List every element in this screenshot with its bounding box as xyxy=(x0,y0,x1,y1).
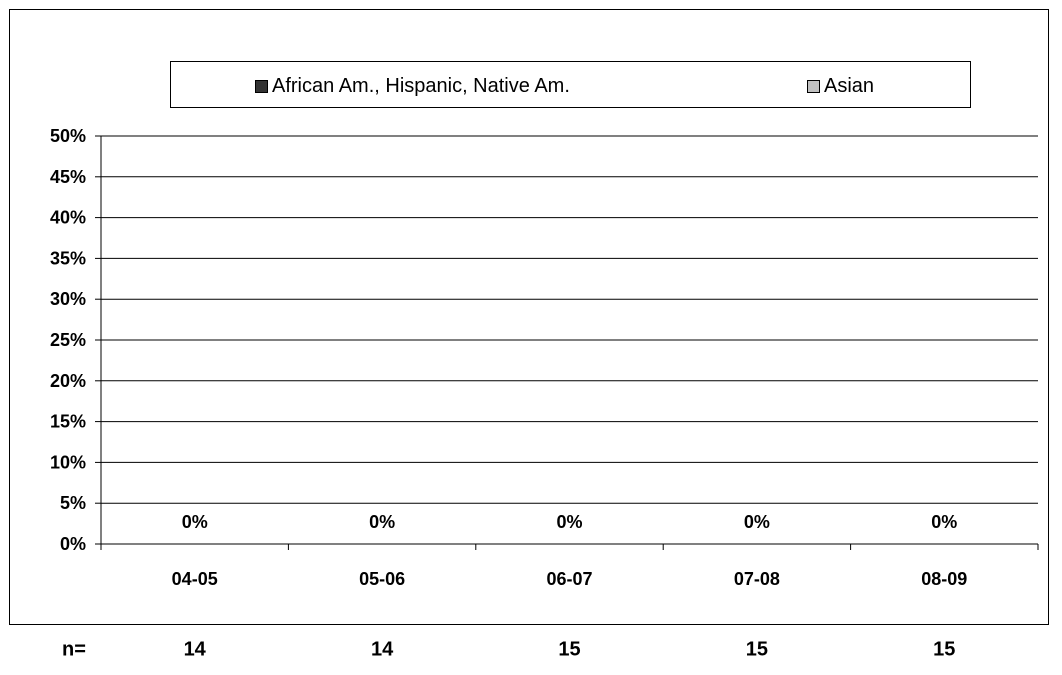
y-tick-label: 35% xyxy=(50,248,86,268)
data-label: 0% xyxy=(744,512,770,532)
n-value: 14 xyxy=(183,638,206,661)
legend-swatch xyxy=(255,80,268,93)
legend-label: Asian xyxy=(824,75,875,97)
y-tick-label: 5% xyxy=(60,493,86,513)
y-tick-label: 0% xyxy=(60,534,86,554)
chart-legend: African Am., Hispanic, Native Am. Asian xyxy=(170,61,971,108)
legend-label: African Am., Hispanic, Native Am. xyxy=(272,75,570,97)
y-tick-label: 40% xyxy=(50,208,86,228)
n-value: 15 xyxy=(933,638,956,661)
x-tick-label: 05-06 xyxy=(359,569,405,589)
y-tick-label: 15% xyxy=(50,412,86,432)
data-label: 0% xyxy=(556,512,582,532)
legend-item-african-hispanic-native: African Am., Hispanic, Native Am. xyxy=(255,75,570,98)
n-label-prefix: n= xyxy=(62,638,86,661)
data-label: 0% xyxy=(369,512,395,532)
x-tick-label: 04-05 xyxy=(172,569,218,589)
chart-frame xyxy=(9,9,1049,625)
y-tick-label: 25% xyxy=(50,330,86,350)
y-tick-label: 30% xyxy=(50,289,86,309)
n-value: 15 xyxy=(745,638,769,661)
n-value: 14 xyxy=(370,638,394,661)
y-tick-label: 20% xyxy=(50,371,86,391)
x-tick-label: 07-08 xyxy=(734,569,780,589)
data-label: 0% xyxy=(182,512,208,532)
n-value: 15 xyxy=(558,638,581,661)
legend-item-asian: Asian xyxy=(807,75,874,98)
x-tick-label: 08-09 xyxy=(921,569,967,589)
y-tick-label: 50% xyxy=(50,126,86,146)
y-tick-label: 10% xyxy=(50,452,86,472)
x-tick-label: 06-07 xyxy=(546,569,592,589)
y-tick-label: 45% xyxy=(50,167,86,187)
legend-swatch xyxy=(807,80,820,93)
data-label: 0% xyxy=(931,512,957,532)
